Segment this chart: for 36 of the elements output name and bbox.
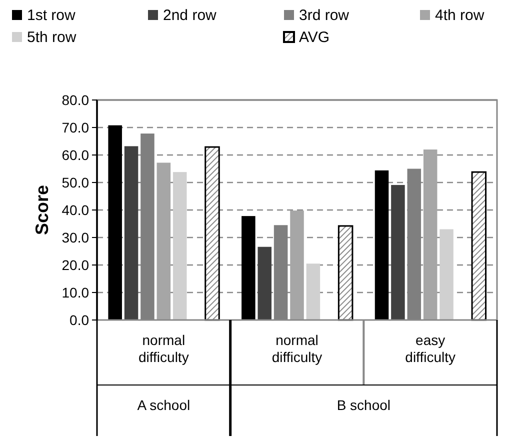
legend-label: 4th row	[435, 7, 484, 24]
legend-label: 3rd row	[299, 7, 350, 24]
legend-label: AVG	[299, 29, 330, 46]
bar	[258, 246, 272, 320]
legend-label: 1st row	[27, 7, 76, 24]
bar	[440, 229, 454, 320]
bar	[108, 125, 122, 320]
text: B school	[336, 397, 391, 413]
y-tick-label: 20.0	[62, 256, 90, 273]
legend-label: 2nd row	[163, 7, 217, 24]
legend-label: 5th row	[27, 29, 76, 46]
y-axis-title: Score	[32, 184, 52, 236]
bar	[290, 210, 304, 320]
x-tick-label: easy difficulty	[405, 332, 456, 365]
bar	[242, 216, 256, 320]
bar	[156, 162, 171, 320]
y-tick-label: 50.0	[62, 174, 90, 190]
bar	[306, 264, 320, 320]
bar	[338, 225, 354, 321]
bar	[124, 146, 138, 320]
bar	[374, 170, 389, 320]
y-tick-label: 30.0	[62, 229, 90, 246]
bar	[172, 172, 187, 320]
bar	[423, 150, 438, 320]
y-tick-label: 40.0	[62, 202, 90, 218]
y-tick-label: 0.0	[70, 312, 90, 328]
text: A school	[137, 397, 190, 413]
x-tick-label: normal difficulty	[272, 332, 322, 365]
y-tick-label: 10.0	[62, 284, 90, 300]
x-tick-label: normal difficulty	[138, 332, 189, 365]
bar	[204, 146, 220, 321]
bar	[391, 184, 405, 320]
y-tick-label: 70.0	[62, 119, 90, 136]
y-tick-label: 80.0	[62, 92, 90, 108]
bar	[471, 171, 487, 321]
y-tick-label: 60.0	[62, 146, 90, 163]
